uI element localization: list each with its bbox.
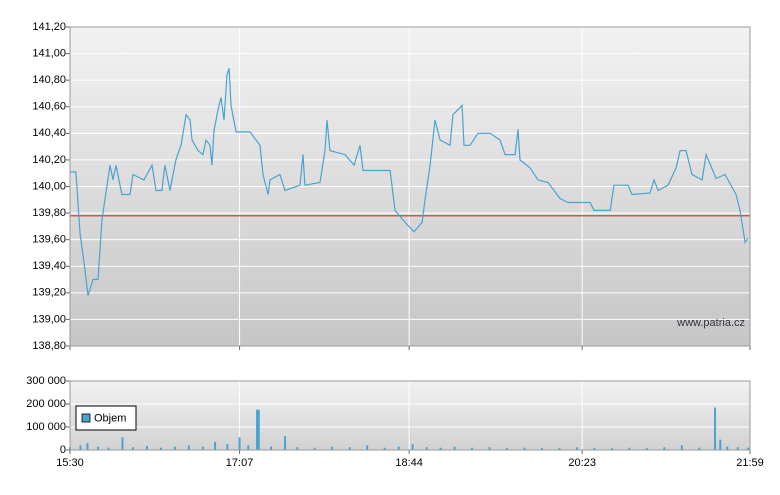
volume-bar	[719, 439, 722, 450]
volume-frame	[69, 380, 751, 451]
volume-bar	[238, 437, 241, 450]
volume-bar	[270, 446, 273, 450]
x-tick-label: 15:30	[56, 457, 84, 469]
legend-swatch	[81, 413, 91, 423]
y-tick-label: 140,60	[32, 101, 66, 113]
volume-bar	[453, 446, 456, 450]
price-line	[70, 68, 749, 296]
volume-bar	[411, 444, 414, 450]
x-tick-label: 20:23	[568, 457, 596, 469]
volume-bar	[506, 448, 509, 450]
volume-bar	[558, 448, 561, 450]
y-tick-label: 200 000	[26, 398, 66, 410]
volume-bar	[296, 447, 299, 450]
legend-label: Objem	[94, 412, 126, 424]
x-tick-label: 17:07	[226, 457, 254, 469]
volume-bar	[86, 443, 89, 450]
volume-bar	[187, 445, 190, 450]
volume-bar	[628, 447, 631, 450]
volume-bar	[645, 448, 648, 450]
volume-bar	[663, 447, 666, 450]
y-tick-label: 100 000	[26, 421, 66, 433]
y-tick-label: 141,20	[32, 21, 66, 33]
volume-bar	[121, 437, 124, 450]
volume-bar	[348, 447, 351, 450]
volume-bar	[383, 447, 386, 450]
y-tick-label: 140,20	[32, 154, 66, 166]
volume-bar	[173, 446, 176, 450]
y-tick-label: 139,00	[32, 313, 66, 325]
y-tick-label: 138,80	[32, 340, 66, 352]
volume-bar	[698, 447, 701, 450]
volume-bar	[159, 447, 162, 450]
volume-bar	[79, 445, 82, 450]
y-tick-label: 141,00	[32, 47, 66, 59]
volume-bar	[425, 447, 428, 450]
x-tick-label: 18:44	[395, 457, 423, 469]
volume-bar	[610, 448, 613, 450]
volume-bar	[439, 447, 442, 450]
volume-plot-area	[70, 381, 750, 450]
y-tick-label: 0	[60, 444, 66, 456]
volume-bar	[540, 447, 543, 450]
y-tick-label: 139,80	[32, 207, 66, 219]
volume-bar	[201, 446, 204, 450]
y-tick-label: 139,20	[32, 287, 66, 299]
y-tick-label: 300 000	[26, 375, 66, 387]
volume-bar	[247, 445, 250, 450]
volume-bar	[284, 436, 287, 450]
annotation: www.patria.cz	[676, 317, 745, 329]
volume-bar	[96, 446, 99, 450]
volume-bar	[575, 447, 578, 450]
y-tick-label: 140,80	[32, 74, 66, 86]
y-tick-label: 140,40	[32, 127, 66, 139]
volume-bar	[131, 447, 134, 450]
y-tick-label: 139,40	[32, 260, 66, 272]
volume-bar	[397, 446, 400, 450]
volume-bar	[726, 446, 729, 450]
volume-bar	[471, 447, 474, 450]
volume-bar	[714, 407, 717, 450]
volume-bar	[747, 447, 750, 450]
y-tick-label: 139,60	[32, 234, 66, 246]
x-tick-label: 21:59	[736, 457, 764, 469]
volume-bar	[366, 445, 369, 450]
volume-bar	[256, 409, 259, 450]
volume-bar	[523, 447, 526, 450]
volume-bar	[736, 447, 739, 450]
volume-bar	[680, 445, 683, 450]
price-frame	[69, 26, 751, 347]
volume-bar	[488, 447, 491, 450]
volume-bar	[331, 446, 334, 450]
volume-bar	[257, 409, 260, 450]
volume-bar	[226, 444, 229, 450]
legend: Objem	[75, 405, 137, 431]
volume-bar	[107, 447, 110, 450]
y-tick-label: 140,00	[32, 180, 66, 192]
volume-bar	[145, 445, 148, 450]
volume-bar	[593, 447, 596, 450]
volume-bar	[313, 447, 316, 450]
volume-bar	[214, 441, 217, 450]
